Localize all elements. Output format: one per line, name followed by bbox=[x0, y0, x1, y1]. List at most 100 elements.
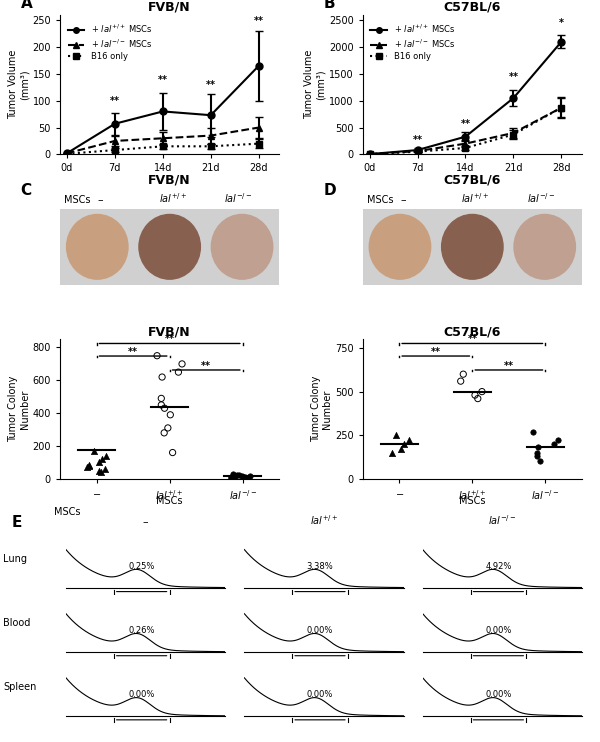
Point bbox=[152, 349, 162, 361]
Point bbox=[533, 441, 542, 453]
Point bbox=[101, 450, 111, 462]
Point bbox=[241, 471, 250, 483]
Point bbox=[160, 427, 169, 439]
Text: $lal^{+/+}$: $lal^{+/+}$ bbox=[310, 513, 338, 527]
Point bbox=[238, 471, 248, 483]
Title: C57BL/6: C57BL/6 bbox=[443, 1, 501, 13]
Y-axis label: Tumor Volume
(mm³): Tumor Volume (mm³) bbox=[305, 50, 326, 119]
Point bbox=[237, 470, 247, 482]
Text: MSCs: MSCs bbox=[54, 508, 80, 517]
Point bbox=[397, 443, 406, 455]
Text: –: – bbox=[143, 517, 148, 527]
Point bbox=[166, 409, 175, 421]
Text: 0.00%: 0.00% bbox=[307, 690, 333, 699]
Y-axis label: Tumor Volume
(mm³): Tumor Volume (mm³) bbox=[8, 50, 29, 119]
Point bbox=[173, 367, 183, 378]
Point bbox=[470, 389, 480, 401]
Text: **: ** bbox=[254, 16, 264, 25]
Point bbox=[226, 472, 236, 484]
Point bbox=[82, 461, 92, 473]
Text: MSCs: MSCs bbox=[367, 194, 394, 205]
Point bbox=[233, 469, 242, 481]
Ellipse shape bbox=[139, 214, 200, 279]
Point bbox=[458, 368, 468, 380]
Legend: + $lal^{+/+}$ MSCs, + $lal^{-/-}$ MSCs, B16 only: + $lal^{+/+}$ MSCs, + $lal^{-/-}$ MSCs, … bbox=[367, 19, 458, 65]
Point bbox=[473, 393, 482, 404]
Title: FVB/N: FVB/N bbox=[148, 174, 191, 187]
Y-axis label: Tumor Colony
Number: Tumor Colony Number bbox=[8, 376, 29, 442]
Text: Spleen: Spleen bbox=[3, 683, 37, 692]
Point bbox=[84, 460, 94, 472]
Text: $lal^{-/-}$: $lal^{-/-}$ bbox=[527, 191, 556, 205]
Point bbox=[400, 438, 409, 450]
Point bbox=[404, 435, 414, 447]
Point bbox=[245, 470, 255, 482]
Point bbox=[528, 426, 538, 438]
Title: C57BL/6: C57BL/6 bbox=[443, 325, 501, 338]
Text: MSCs: MSCs bbox=[64, 194, 91, 205]
Point bbox=[84, 459, 94, 470]
Point bbox=[229, 472, 239, 484]
Point bbox=[229, 468, 238, 480]
Text: **: ** bbox=[201, 361, 211, 370]
Text: **: ** bbox=[508, 72, 518, 82]
Point bbox=[157, 393, 166, 404]
Text: **: ** bbox=[206, 80, 216, 90]
Point bbox=[550, 438, 559, 450]
Text: $lal^{-/-}$: $lal^{-/-}$ bbox=[488, 513, 517, 527]
Y-axis label: Tumor Colony
Number: Tumor Colony Number bbox=[311, 376, 332, 442]
Point bbox=[532, 450, 542, 462]
Point bbox=[387, 447, 397, 459]
Text: **: ** bbox=[128, 347, 138, 357]
Point bbox=[89, 445, 98, 457]
Text: **: ** bbox=[413, 135, 422, 145]
Point bbox=[456, 375, 466, 387]
Point bbox=[100, 463, 109, 475]
Text: Blood: Blood bbox=[3, 618, 31, 628]
Ellipse shape bbox=[211, 214, 273, 279]
Text: 0.00%: 0.00% bbox=[485, 626, 512, 635]
Ellipse shape bbox=[514, 214, 575, 279]
Ellipse shape bbox=[67, 214, 128, 279]
Text: **: ** bbox=[504, 361, 514, 370]
Point bbox=[477, 386, 487, 398]
Title: FVB/N: FVB/N bbox=[148, 325, 191, 338]
Point bbox=[168, 447, 178, 459]
Title: C57BL/6: C57BL/6 bbox=[443, 174, 501, 187]
Text: **: ** bbox=[431, 347, 441, 357]
Point bbox=[553, 435, 563, 447]
Point bbox=[97, 466, 106, 478]
Point bbox=[97, 453, 106, 465]
Text: 0.25%: 0.25% bbox=[128, 562, 155, 571]
Point bbox=[241, 472, 250, 484]
Text: MSCs: MSCs bbox=[157, 496, 183, 506]
Text: 0.00%: 0.00% bbox=[485, 690, 512, 699]
Text: E: E bbox=[12, 515, 22, 530]
Text: Lung: Lung bbox=[3, 554, 27, 564]
Text: $lal^{+/+}$: $lal^{+/+}$ bbox=[461, 191, 490, 205]
Title: FVB/N: FVB/N bbox=[148, 1, 191, 13]
Ellipse shape bbox=[442, 214, 503, 279]
Text: C: C bbox=[20, 183, 32, 198]
Text: 0.26%: 0.26% bbox=[128, 626, 155, 635]
Text: $lal^{-/-}$: $lal^{-/-}$ bbox=[224, 191, 253, 205]
Point bbox=[392, 430, 401, 441]
Point bbox=[532, 447, 542, 459]
Text: B: B bbox=[323, 0, 335, 11]
Point bbox=[235, 469, 244, 481]
Text: *: * bbox=[559, 19, 564, 28]
Text: **: ** bbox=[164, 334, 175, 344]
Text: **: ** bbox=[467, 334, 478, 344]
Text: **: ** bbox=[110, 96, 120, 106]
Point bbox=[230, 470, 239, 482]
Text: 0.00%: 0.00% bbox=[128, 690, 155, 699]
Text: –: – bbox=[400, 194, 406, 205]
Text: $lal^{+/+}$: $lal^{+/+}$ bbox=[158, 191, 187, 205]
Point bbox=[177, 358, 187, 370]
Point bbox=[157, 371, 167, 383]
Text: 0.00%: 0.00% bbox=[307, 626, 333, 635]
Point bbox=[94, 456, 104, 468]
Point bbox=[160, 402, 169, 414]
Text: **: ** bbox=[158, 75, 168, 85]
Text: D: D bbox=[323, 183, 336, 198]
